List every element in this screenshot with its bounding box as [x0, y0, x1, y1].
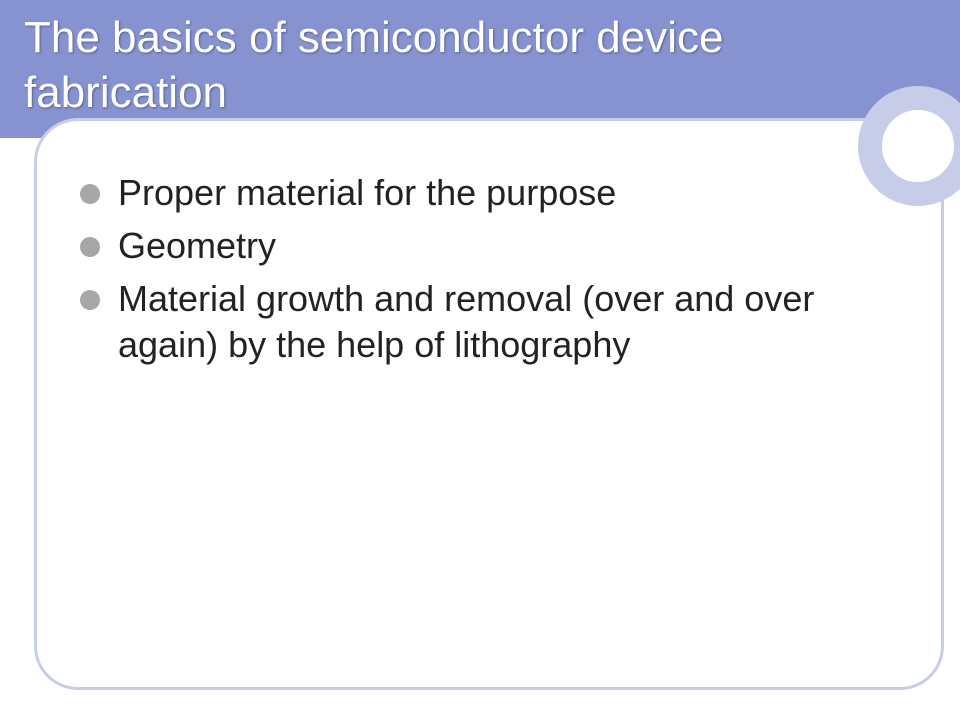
slide-title: The basics of semiconductor device fabri… — [24, 10, 936, 120]
bullet-text: Geometry — [118, 223, 276, 270]
list-item: Material growth and removal (over and ov… — [80, 276, 880, 370]
bullet-text: Material growth and removal (over and ov… — [118, 276, 880, 370]
bullet-dot-icon — [80, 237, 100, 257]
bullet-list: Proper material for the purpose Geometry… — [80, 170, 880, 375]
bullet-dot-icon — [80, 290, 100, 310]
bullet-text: Proper material for the purpose — [118, 170, 616, 217]
bullet-dot-icon — [80, 184, 100, 204]
list-item: Proper material for the purpose — [80, 170, 880, 217]
list-item: Geometry — [80, 223, 880, 270]
